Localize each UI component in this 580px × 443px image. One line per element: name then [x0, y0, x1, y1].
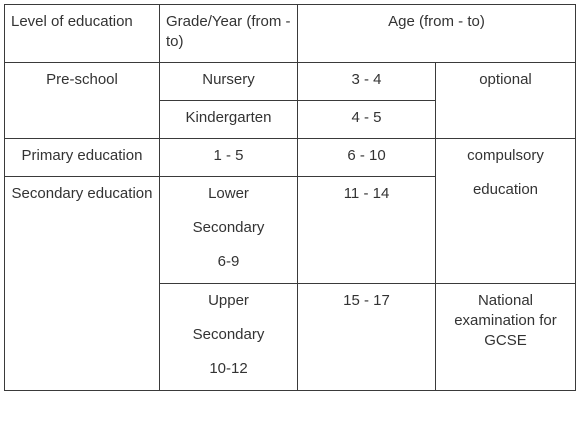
- note-national-exam: National examination for GCSE: [435, 283, 576, 391]
- table-row: Primary education 1 - 5 6 - 10 compulsor…: [4, 138, 576, 284]
- age-lower-secondary: 11 - 14: [297, 176, 436, 284]
- age-nursery: 3 - 4: [297, 62, 436, 101]
- level-primary: Primary education: [4, 138, 160, 177]
- note-compulsory: compulsory education: [435, 138, 576, 284]
- note-compulsory-line1: compulsory: [467, 147, 544, 164]
- table-row: Kindergarten 4 - 5: [5, 100, 576, 139]
- header-level: Level of education: [4, 4, 160, 63]
- upper-line3: 10-12: [209, 360, 248, 377]
- grade-lower-secondary: Lower Secondary 6-9: [159, 176, 298, 284]
- note-compulsory-line2: education: [472, 181, 539, 198]
- level-secondary: Secondary education: [4, 176, 160, 391]
- lower-line3: 6-9: [217, 253, 240, 270]
- level-preschool: Pre-school: [4, 62, 160, 139]
- grade-nursery: Nursery: [159, 62, 298, 101]
- age-upper-secondary: 15 - 17: [297, 283, 436, 391]
- table-row: Upper Secondary 10-12 15 - 17 National e…: [5, 283, 576, 391]
- header-row: Level of education Grade/Year (from - to…: [4, 4, 576, 63]
- lower-line1: Lower: [208, 185, 249, 202]
- age-kindergarten: 4 - 5: [297, 100, 436, 139]
- education-levels-table: Level of education Grade/Year (from - to…: [4, 4, 576, 391]
- lower-line2: Secondary: [192, 219, 265, 236]
- header-grade: Grade/Year (from - to): [159, 4, 298, 63]
- grade-kindergarten: Kindergarten: [159, 100, 298, 139]
- header-age: Age (from - to): [297, 4, 576, 63]
- grade-primary: 1 - 5: [159, 138, 298, 177]
- age-primary: 6 - 10: [297, 138, 436, 177]
- upper-line1: Upper: [208, 292, 249, 309]
- grade-upper-secondary: Upper Secondary 10-12: [159, 283, 298, 391]
- table-row: Pre-school Nursery 3 - 4 optional: [4, 62, 576, 139]
- upper-line2: Secondary: [192, 326, 265, 343]
- note-optional: optional: [435, 62, 576, 139]
